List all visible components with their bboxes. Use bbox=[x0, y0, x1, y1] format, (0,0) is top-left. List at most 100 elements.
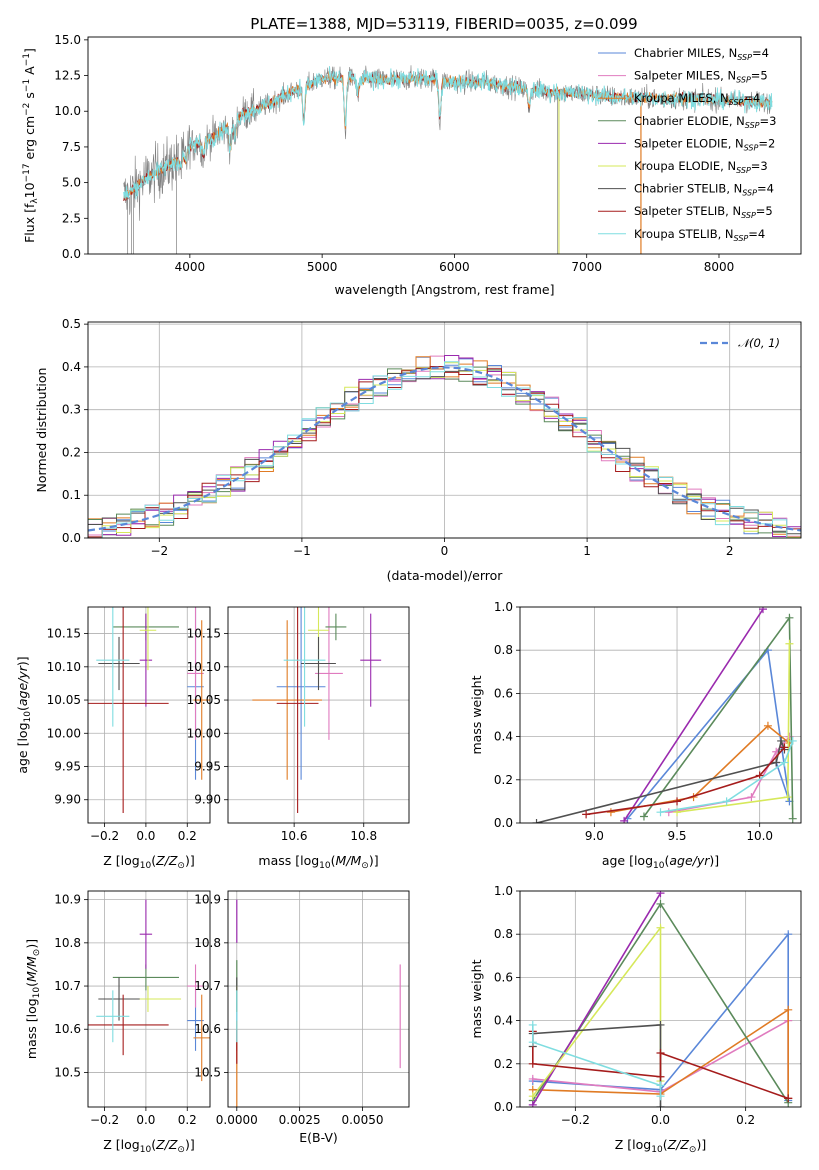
weight-marker bbox=[722, 797, 731, 806]
weight-marker bbox=[747, 793, 756, 802]
weight-vs-age-ytick-label: 0.8 bbox=[494, 643, 513, 657]
residuals-xtick-label: −1 bbox=[293, 544, 311, 558]
age-vs-Z-xtick-label: 0.0 bbox=[136, 829, 155, 843]
errorbar-point bbox=[276, 607, 326, 780]
weight-line-kroupa-elodie bbox=[676, 643, 791, 813]
legend-entry: Chabrier ELODIE, NSSP=3 bbox=[634, 114, 776, 130]
weight-vs-Z-xtick-label: −0.2 bbox=[561, 1113, 590, 1127]
mass-vs-ebv-ytick-label: 10.9 bbox=[194, 893, 221, 907]
spectrum-xtick-label: 4000 bbox=[175, 260, 206, 274]
residuals-panel: −2 −1 0 1 2 0.0 0.1 0.2 0.3 0.4 0.5 𝒩(0, 1) (data-mo… bbox=[34, 317, 802, 583]
age-vs-mass-ytick-label: 9.90 bbox=[194, 793, 221, 807]
weight-vs-age-ylabel: mass weight bbox=[469, 675, 484, 754]
weight-vs-age-ytick-label: 0.2 bbox=[494, 773, 513, 787]
weight-vs-Z-frame bbox=[519, 890, 802, 1108]
weight-line-kroupa-miles bbox=[532, 1008, 790, 1099]
weight-vs-age-xtick-label: 9.0 bbox=[585, 829, 604, 843]
spectrum-ylabel: Flux [fλ10−17 erg cm−2 s−1 A−1] bbox=[22, 48, 40, 243]
gaussian-legend-label: 𝒩(0, 1) bbox=[738, 336, 780, 350]
weight-marker bbox=[639, 812, 648, 821]
weight-marker bbox=[788, 736, 797, 745]
age-vs-Z-ytick-label: 10.10 bbox=[47, 660, 81, 674]
weight-line-chabrier-miles bbox=[626, 648, 791, 820]
weight-marker bbox=[656, 1049, 665, 1057]
age-vs-mass-xlabel: mass [log10(M/M⊙)] bbox=[258, 853, 378, 871]
errorbar-point bbox=[193, 620, 210, 780]
weight-line-salpeter-elodie bbox=[623, 608, 764, 822]
age-vs-mass-xtick-label: 10.6 bbox=[281, 829, 308, 843]
residuals-xtick-label: 0 bbox=[441, 544, 449, 558]
errorbar-point bbox=[252, 620, 322, 780]
age-vs-Z-ytick-label: 9.95 bbox=[54, 760, 81, 774]
mass-vs-ebv-plot-area bbox=[236, 899, 401, 1107]
weight-marker bbox=[777, 736, 786, 745]
weight-marker bbox=[772, 758, 781, 767]
weight-vs-age-ytick-label: 1.0 bbox=[494, 600, 513, 614]
weight-vs-age-grid bbox=[520, 606, 801, 824]
mass-vs-ebv-xtick-label: 0.0000 bbox=[216, 1113, 258, 1127]
weight-line-chabrier-stelib bbox=[536, 738, 786, 823]
mass-vs-ebv-panel: 0.0000 0.0025 0.0050 10.5 10.6 10.7 10.8 10.9 E(… bbox=[194, 890, 410, 1145]
age-vs-Z-frame bbox=[87, 606, 211, 824]
weight-vs-Z-ytick-label: 0.4 bbox=[494, 1014, 513, 1028]
age-vs-mass-ytick-label: 10.10 bbox=[187, 660, 221, 674]
weight-marker bbox=[788, 814, 797, 823]
age-vs-Z-xlabel: Z [log10(Z/Z⊙)] bbox=[103, 853, 194, 871]
weight-marker bbox=[656, 1020, 665, 1029]
age-vs-Z-ytick-label: 9.90 bbox=[54, 793, 81, 807]
spectrum-xtick-label: 8000 bbox=[704, 260, 735, 274]
weight-marker bbox=[784, 1005, 793, 1014]
errorbar-point bbox=[360, 613, 382, 707]
age-vs-Z-xtick-label: 0.2 bbox=[178, 829, 197, 843]
mass-vs-Z-plot-area bbox=[88, 899, 210, 1082]
weight-vs-age-ytick-label: 0.4 bbox=[494, 730, 513, 744]
spectrum-xtick-label: 5000 bbox=[307, 260, 338, 274]
weight-marker bbox=[528, 1074, 537, 1083]
age-vs-mass-xtick-label: 10.8 bbox=[350, 829, 377, 843]
weight-marker bbox=[755, 771, 764, 780]
legend-entry: Kroupa MILES, NSSP=4 bbox=[634, 91, 760, 107]
weight-line-salpeter-stelib bbox=[585, 746, 786, 816]
age-vs-Z-panel: −0.2 0.0 0.2 9.90 9.95 10.00 10.05 10.10 10.15 Z … bbox=[15, 606, 211, 871]
weight-marker bbox=[783, 793, 792, 802]
weight-marker bbox=[656, 891, 665, 898]
residuals-xtick-label: 1 bbox=[583, 544, 591, 558]
mass-vs-Z-ylabel: mass [log10(M/M⊙)] bbox=[24, 939, 42, 1059]
errorbar-point bbox=[187, 607, 204, 740]
weight-marker bbox=[582, 810, 591, 819]
errorbar-point bbox=[276, 607, 319, 814]
weight-marker bbox=[528, 1059, 537, 1068]
legend-entry: Salpeter STELIB, NSSP=5 bbox=[634, 204, 773, 220]
weight-marker bbox=[528, 1020, 537, 1029]
spectrum-frame bbox=[87, 36, 802, 255]
residuals-ytick-label: 0.1 bbox=[62, 488, 81, 502]
figure-title: PLATE=1388, MJD=53119, FIBERID=0035, z=0… bbox=[250, 15, 637, 33]
age-vs-Z-xtick-label: −0.2 bbox=[90, 829, 119, 843]
weight-marker bbox=[758, 607, 767, 614]
age-vs-mass-ytick-label: 10.15 bbox=[187, 627, 221, 641]
weight-marker bbox=[528, 1092, 537, 1101]
mass-vs-Z-ytick-label: 10.7 bbox=[54, 979, 81, 993]
spectrum-ytick-label: 0.0 bbox=[62, 247, 81, 261]
errorbar-point bbox=[88, 607, 169, 814]
weight-marker bbox=[656, 1092, 665, 1101]
age-vs-mass-ytick-label: 9.95 bbox=[194, 760, 221, 774]
residuals-ytick-label: 0.3 bbox=[62, 403, 81, 417]
age-vs-mass-frame bbox=[227, 606, 410, 824]
weight-marker bbox=[784, 1094, 793, 1103]
age-vs-mass-ytick-label: 10.00 bbox=[187, 726, 221, 740]
legend-entry: Chabrier MILES, NSSP=4 bbox=[634, 46, 769, 62]
weight-marker bbox=[763, 721, 772, 730]
weight-line-kroupa-stelib bbox=[660, 740, 794, 813]
age-vs-Z-ytick-label: 10.00 bbox=[47, 726, 81, 740]
residuals-plot-area bbox=[88, 355, 801, 538]
residuals-ytick-label: 0.0 bbox=[62, 531, 81, 545]
mass-vs-ebv-xtick-label: 0.0050 bbox=[341, 1113, 383, 1127]
weight-marker bbox=[528, 1038, 537, 1047]
spectrum-xlabel: wavelength [Angstrom, rest frame] bbox=[334, 282, 554, 297]
mass-vs-Z-frame bbox=[87, 890, 211, 1108]
weight-vs-Z-ytick-label: 1.0 bbox=[494, 884, 513, 898]
weight-marker bbox=[606, 808, 615, 817]
mass-vs-Z-xtick-label: 0.0 bbox=[136, 1113, 155, 1127]
